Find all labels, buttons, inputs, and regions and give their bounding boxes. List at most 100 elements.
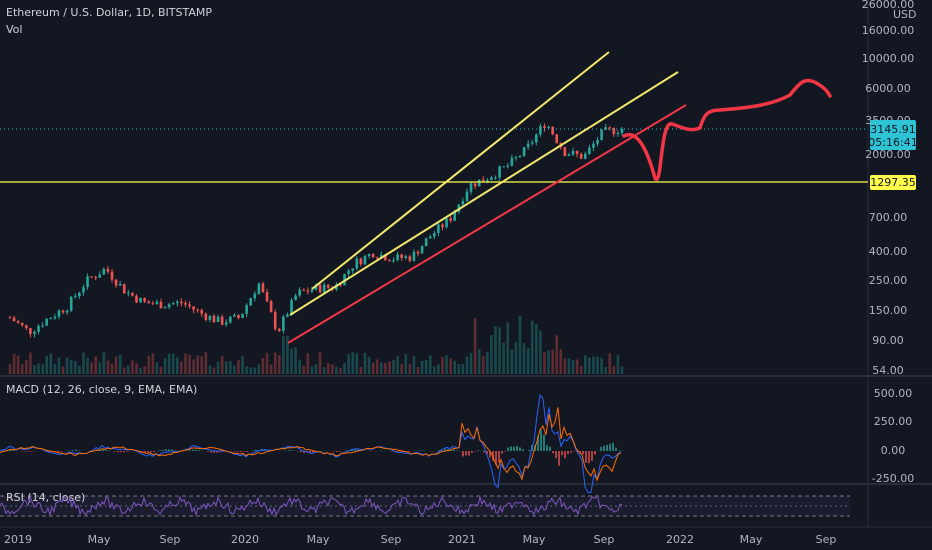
candle-body <box>106 268 110 272</box>
macd-histogram-bar <box>252 450 254 451</box>
volume-bar <box>167 353 171 374</box>
candle-body <box>110 271 114 280</box>
support-line[interactable] <box>287 104 687 344</box>
price-candles <box>8 123 624 338</box>
candle-body <box>167 304 171 308</box>
time-axis[interactable]: 2019 May Sep 2020 May Sep 2021 May Sep 2022 May Sep <box>4 533 836 546</box>
price-axis[interactable]: 26000.0016000.0010000.006000.003500.0020… <box>862 0 915 377</box>
macd-histogram-bar <box>219 451 221 453</box>
macd-histogram-bar <box>408 451 410 452</box>
macd-axis[interactable]: 500.00 250.00 0.00 -250.00 <box>872 387 914 485</box>
volume-bar <box>114 356 118 374</box>
volume-bar <box>29 352 32 374</box>
candle-body <box>208 315 212 320</box>
candle-body <box>412 251 416 261</box>
candle-body <box>522 147 526 156</box>
candle-body <box>420 246 424 254</box>
currency-label: USD <box>893 8 917 21</box>
macd-histogram-bar <box>564 451 566 459</box>
candle-body <box>8 317 12 319</box>
macd-histogram-bar <box>108 450 110 451</box>
rsi-line <box>0 495 623 517</box>
price-tick-label: 6000.00 <box>865 82 911 95</box>
candle-body <box>233 315 236 317</box>
time-tick-label: May <box>307 533 330 546</box>
volume-bar <box>424 360 428 374</box>
volume-bar <box>233 365 236 374</box>
candle-body <box>571 150 575 155</box>
time-tick-label: May <box>88 533 111 546</box>
volume-bar <box>543 352 546 374</box>
price-tick-label: 700.00 <box>869 211 908 224</box>
macd-histogram-bar <box>192 449 194 451</box>
time-tick-label: Sep <box>160 533 181 546</box>
candle-body <box>392 260 395 262</box>
volume-bar <box>306 353 310 374</box>
volume-bar <box>147 355 151 374</box>
volume-bar <box>363 352 367 374</box>
volume-bar <box>604 367 607 374</box>
projection-path[interactable] <box>622 78 832 182</box>
volume-bar <box>579 366 583 374</box>
macd-histogram-bar <box>120 451 122 453</box>
macd-histogram-bar <box>357 449 359 451</box>
candle-body <box>253 293 257 299</box>
time-tick-label: 2021 <box>448 533 476 546</box>
candle-body <box>90 276 93 278</box>
volume-bar <box>41 364 44 374</box>
channel-upper-line[interactable] <box>311 51 610 290</box>
volume-bar <box>298 359 301 374</box>
candle-body <box>592 143 595 148</box>
volume-bar <box>277 355 281 374</box>
volume-bar <box>331 364 334 374</box>
volume-bar <box>25 360 28 374</box>
macd-tick-label: 500.00 <box>874 387 913 400</box>
macd-histogram-bar <box>159 450 161 451</box>
volume-bar <box>184 353 187 374</box>
candle-body <box>16 321 20 323</box>
volume-bar <box>143 366 146 374</box>
candle-body <box>400 254 403 258</box>
macd-histogram-bar <box>507 447 509 451</box>
volume-bar <box>351 352 355 374</box>
volume-bar <box>526 347 530 374</box>
volume-bar <box>592 356 595 374</box>
candle-body <box>212 315 216 323</box>
candle-body <box>41 325 44 327</box>
volume-bar <box>106 360 110 374</box>
candle-body <box>196 309 199 311</box>
macd-histogram-bar <box>246 451 248 452</box>
volume-bar <box>408 364 412 374</box>
candle-body <box>192 306 195 310</box>
volume-bar <box>131 360 134 374</box>
macd-histogram-bar <box>600 446 602 451</box>
macd-histogram-bar <box>471 451 473 453</box>
macd-histogram-bar <box>117 451 119 453</box>
macd-histogram-bar <box>513 446 515 451</box>
volume-bar <box>457 364 461 374</box>
volume-bar <box>522 343 526 374</box>
macd-histogram-bar <box>552 451 554 454</box>
macd-histogram-bar <box>255 449 257 451</box>
signal-line <box>0 407 622 482</box>
candle-body <box>127 292 130 294</box>
macd-histogram-bar <box>312 451 314 453</box>
volume-bar <box>412 356 416 374</box>
candle-body <box>314 284 318 290</box>
macd-histogram-bar <box>594 451 596 455</box>
candle-body <box>147 301 151 304</box>
macd-histogram-bar <box>30 451 32 452</box>
candle-body <box>61 310 65 313</box>
macd-histogram-bar <box>153 451 155 453</box>
volume-bar <box>367 356 371 374</box>
price-tick-label: 400.00 <box>869 245 908 258</box>
candle-body <box>122 283 126 294</box>
candle-body <box>78 292 81 297</box>
time-tick-label: May <box>523 533 546 546</box>
candle-body <box>277 328 281 331</box>
macd-histogram-bar <box>141 451 143 452</box>
channel-middle-line[interactable] <box>289 71 679 316</box>
volume-bar <box>171 353 175 374</box>
volume-bar <box>400 363 403 374</box>
